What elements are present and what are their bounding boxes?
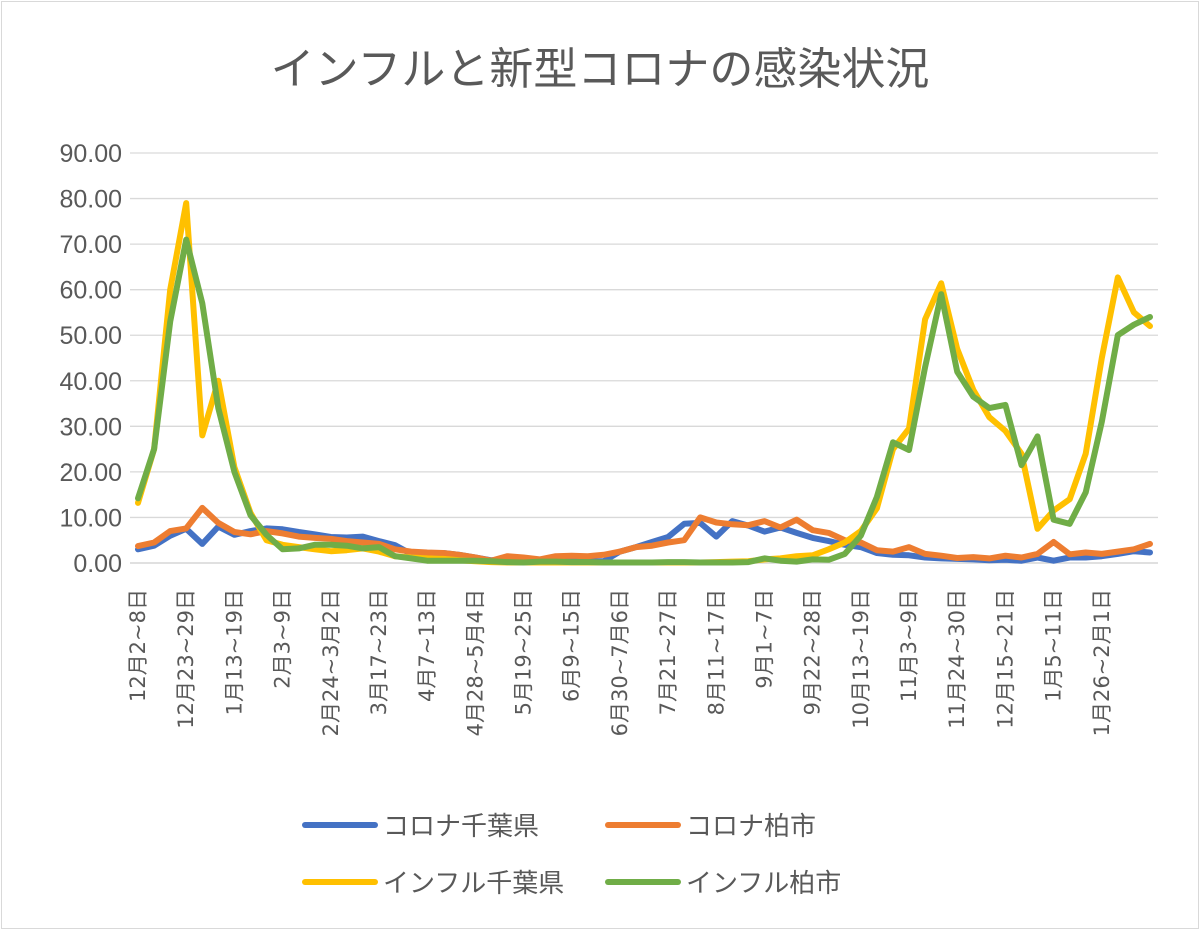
- x-tick-label: 3月17~23日: [367, 589, 391, 715]
- y-tick-label: 70.00: [59, 231, 122, 259]
- x-tick-label: 11月24~30日: [945, 589, 969, 729]
- y-tick-label: 50.00: [59, 322, 122, 350]
- x-tick-label: 10月13~19日: [849, 589, 873, 729]
- x-tick-label: 6月9~15日: [560, 589, 584, 702]
- legend-item: コロナ千葉県: [302, 812, 539, 842]
- series-line-4: [135, 236, 1153, 566]
- x-tick-label: 7月21~27日: [656, 589, 680, 715]
- legend-item: コロナ柏市: [605, 812, 816, 842]
- x-tick-label: 12月15~21日: [993, 589, 1017, 729]
- legend-label: インフル千葉県: [383, 869, 564, 899]
- x-tick-label: 2月24~3月2日: [319, 589, 343, 736]
- gridlines: [130, 152, 1158, 564]
- y-tick-label: 10.00: [59, 504, 122, 532]
- x-tick-label: 11月3~9日: [897, 589, 921, 702]
- x-tick-label: 4月28~5月4日: [463, 589, 487, 736]
- legend-item: インフル千葉県: [302, 869, 564, 899]
- x-tick-label: 2月3~9日: [271, 589, 295, 689]
- x-tick-label: 1月13~19日: [222, 589, 246, 715]
- x-tick-label: 4月7~13日: [415, 589, 439, 702]
- x-tick-label: 1月5~11日: [1042, 589, 1066, 702]
- chart-title: インフルと新型コロナの感染状況: [271, 44, 930, 95]
- legend-item: インフル柏市: [605, 869, 841, 899]
- legend-label: コロナ柏市: [686, 812, 816, 842]
- x-tick-label: 9月1~7日: [752, 589, 776, 689]
- x-tick-label: 9月22~28日: [801, 589, 825, 715]
- series-line-3: [135, 200, 1153, 566]
- legend-label: コロナ千葉県: [383, 812, 539, 842]
- y-tick-label: 0.00: [73, 550, 122, 578]
- x-axis: 12月2~8日 12月23~29日 1月13~19日 2月3~9日 2月24~3月2日 3…: [126, 589, 1114, 736]
- y-tick-label: 30.00: [59, 413, 122, 441]
- x-tick-label: 6月30~7月6日: [608, 589, 632, 736]
- x-tick-label: 12月2~8日: [126, 589, 150, 702]
- plot-area: [135, 200, 1153, 566]
- y-tick-label: 40.00: [59, 368, 122, 396]
- y-tick-label: 90.00: [59, 140, 122, 168]
- y-axis: 0.00 10.00 20.00 30.00 40.00 50.00 60.00 70.00 8…: [59, 140, 122, 578]
- x-tick-label: 12月23~29日: [174, 589, 198, 729]
- legend-label: インフル柏市: [686, 869, 841, 899]
- x-tick-label: 1月26~2月1日: [1090, 589, 1114, 736]
- x-tick-label: 8月11~17日: [704, 589, 728, 715]
- x-tick-label: 5月19~25日: [512, 589, 536, 715]
- y-tick-label: 60.00: [59, 277, 122, 305]
- y-tick-label: 80.00: [59, 186, 122, 214]
- y-tick-label: 20.00: [59, 459, 122, 487]
- series-line-2: [135, 504, 1153, 564]
